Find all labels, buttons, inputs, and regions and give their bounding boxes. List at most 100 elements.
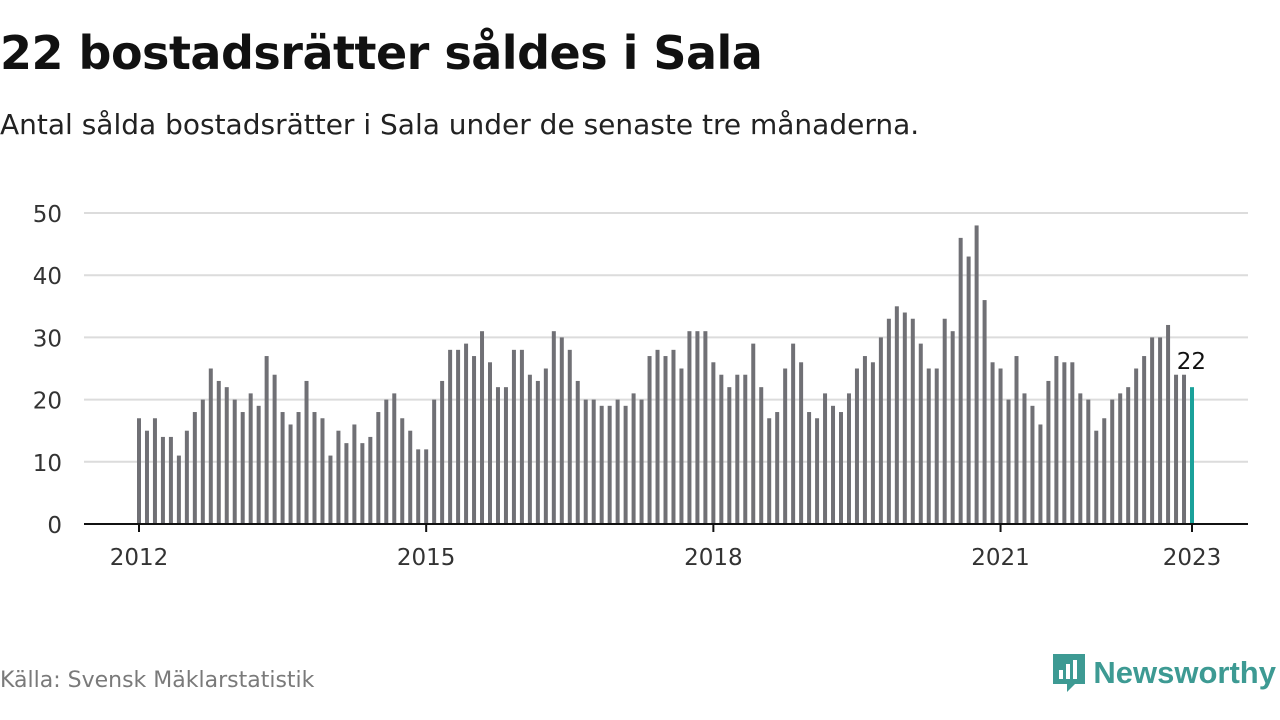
bar <box>336 430 341 524</box>
bar <box>511 349 516 524</box>
bar <box>958 237 963 524</box>
bar <box>934 368 939 524</box>
bar <box>392 393 397 524</box>
y-tick-label: 50 <box>33 202 62 228</box>
bar <box>982 300 987 524</box>
bar <box>352 424 357 524</box>
y-tick-label: 10 <box>33 451 62 477</box>
bar <box>607 405 612 524</box>
x-tick-label: 2012 <box>110 545 169 571</box>
bar <box>974 225 979 524</box>
bar <box>280 412 285 524</box>
bar <box>224 387 229 524</box>
bar <box>623 405 628 524</box>
bar <box>839 412 843 524</box>
bar <box>440 380 445 524</box>
bar <box>527 374 532 524</box>
bar <box>432 399 437 524</box>
bar <box>456 349 461 524</box>
bar <box>400 418 405 524</box>
bar <box>878 337 883 524</box>
bar <box>671 349 676 524</box>
bar <box>966 256 971 524</box>
source-note: Källa: Svensk Mäklarstatistik <box>0 668 315 693</box>
chart-subtitle: Antal sålda bostadsrätter i Sala under d… <box>0 108 920 141</box>
y-tick-label: 40 <box>33 264 62 290</box>
bar <box>1006 399 1011 524</box>
bar <box>823 393 828 524</box>
annotations: 22 <box>1177 349 1206 375</box>
bar <box>639 399 644 524</box>
bar <box>1078 393 1083 524</box>
bar <box>288 424 293 524</box>
bar <box>846 393 851 524</box>
bar <box>495 387 500 524</box>
bar <box>160 436 165 524</box>
bar <box>926 368 931 524</box>
bar <box>192 412 197 524</box>
bar <box>488 362 492 524</box>
bar <box>998 368 1003 524</box>
bar <box>719 374 724 524</box>
y-axis-ticks: 0 10 20 30 40 50 <box>33 202 62 539</box>
bar <box>344 443 349 524</box>
bar <box>272 374 277 524</box>
bar <box>152 418 157 524</box>
bar <box>176 455 181 524</box>
bar <box>424 449 429 524</box>
bar <box>304 380 309 524</box>
bar <box>464 343 469 524</box>
bar <box>575 380 580 524</box>
bar <box>1134 368 1139 524</box>
bar <box>216 380 221 524</box>
bar <box>1046 380 1051 524</box>
bar <box>655 349 660 524</box>
bar <box>543 368 548 524</box>
bar <box>208 368 213 524</box>
bar <box>679 368 684 524</box>
bar <box>647 356 652 524</box>
bar <box>1150 337 1155 524</box>
bar <box>1014 356 1019 524</box>
bar <box>328 455 333 524</box>
x-tick-label: 2021 <box>971 545 1030 571</box>
bar <box>256 405 261 524</box>
bar <box>990 362 995 524</box>
bar <box>1110 399 1115 524</box>
bar <box>184 430 189 524</box>
bar <box>902 312 907 524</box>
bar <box>312 412 317 524</box>
bar <box>1158 337 1163 524</box>
bar-chart: 0 10 20 30 40 50 2012 2015 2018 2021 2023 22 <box>33 202 1248 571</box>
bars <box>137 225 1194 524</box>
x-tick-label: 2015 <box>397 545 456 571</box>
bar <box>1174 374 1179 524</box>
bar <box>703 331 708 524</box>
chart-title: 22 bostadsrätter såldes i Sala <box>0 26 763 80</box>
bar <box>264 356 269 524</box>
bar <box>1062 362 1067 524</box>
bar <box>942 318 947 524</box>
bar <box>735 374 740 524</box>
bar <box>200 399 205 524</box>
bar <box>711 362 716 524</box>
highlight-value-label: 22 <box>1177 349 1206 375</box>
bar <box>1070 362 1075 524</box>
bar <box>767 418 772 524</box>
bar <box>1094 430 1099 524</box>
bar <box>799 362 804 524</box>
bar <box>551 331 556 524</box>
bar <box>1030 405 1035 524</box>
bar <box>1142 356 1147 524</box>
gridlines <box>84 212 1248 463</box>
bar <box>519 349 524 524</box>
bar <box>807 412 812 524</box>
bar <box>775 412 780 524</box>
bar-chart-speech-bubble-icon <box>1053 654 1086 692</box>
bar <box>360 443 365 524</box>
bar <box>631 393 636 524</box>
y-tick-label: 30 <box>33 326 62 352</box>
y-tick-label: 20 <box>33 389 62 415</box>
bar <box>759 387 764 524</box>
bar <box>583 399 588 524</box>
